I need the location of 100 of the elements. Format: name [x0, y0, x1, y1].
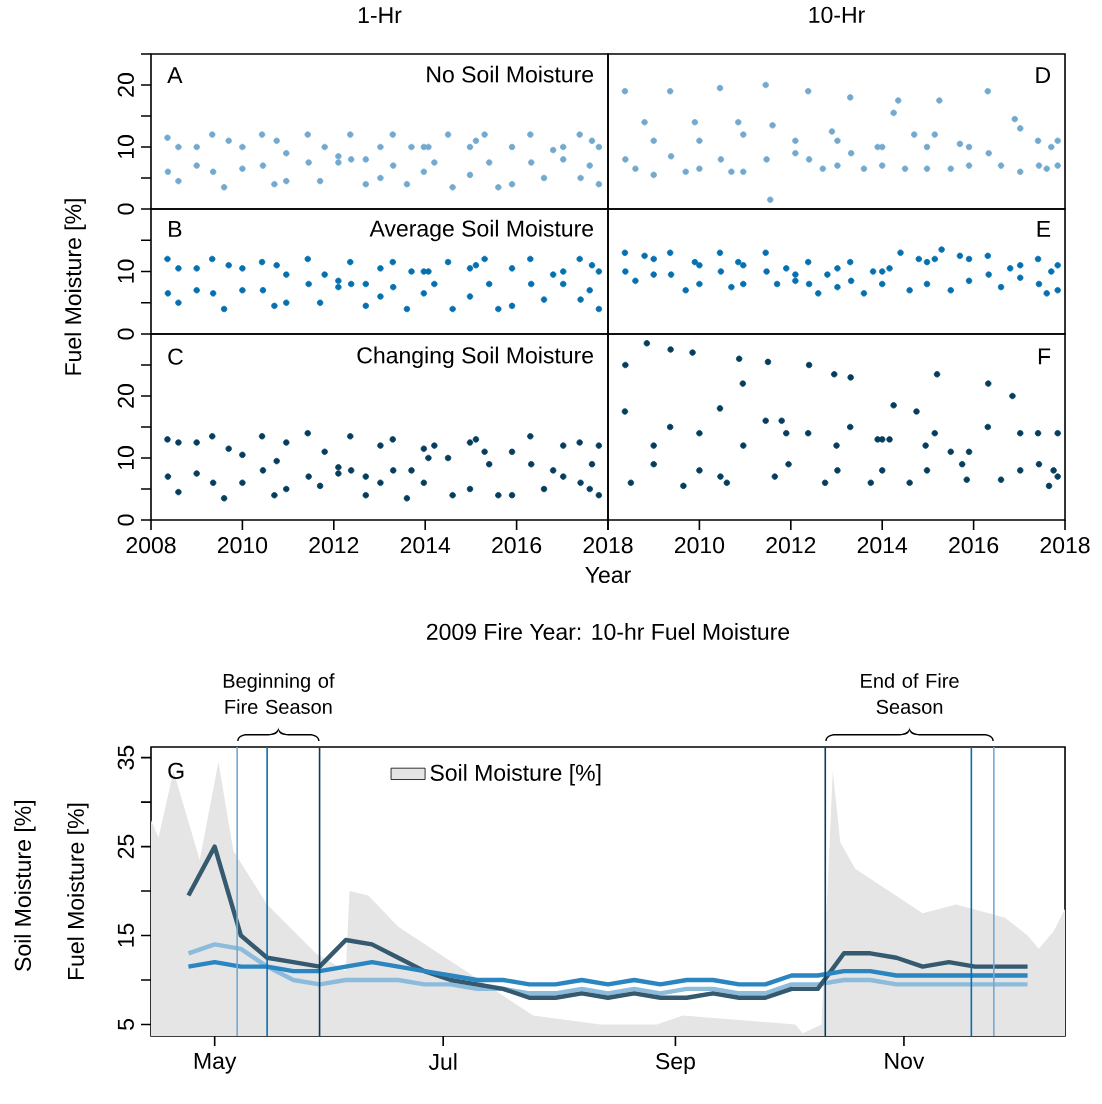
y-axis-title: Fuel Moisture [%]: [64, 199, 86, 375]
point: [193, 439, 200, 446]
point: [716, 249, 724, 256]
point: [931, 429, 938, 437]
y-tick-label: 5: [117, 1019, 134, 1030]
point: [682, 287, 689, 294]
point: [947, 165, 954, 172]
point: [472, 262, 480, 269]
point: [815, 290, 822, 297]
point: [377, 442, 384, 449]
point: [408, 467, 415, 474]
point: [408, 143, 415, 151]
point: [420, 290, 428, 297]
y-tick-label: 25: [117, 834, 134, 859]
x-tick-label: 2014: [400, 537, 451, 554]
y-tick-label: 35: [117, 745, 134, 770]
point: [792, 271, 799, 278]
point: [527, 433, 534, 440]
annotation: A: [167, 67, 183, 84]
point: [586, 485, 593, 493]
point: [175, 299, 182, 306]
point: [377, 265, 384, 272]
point: [347, 433, 354, 440]
point: [175, 439, 182, 446]
point: [362, 156, 369, 163]
point: [805, 280, 813, 288]
point: [164, 436, 171, 443]
x-tick-label: 2018: [583, 537, 633, 554]
point: [923, 165, 931, 172]
point: [321, 143, 328, 151]
point: [273, 457, 280, 465]
point: [922, 442, 929, 449]
point: [627, 479, 635, 486]
point: [1009, 392, 1016, 400]
point: [913, 408, 920, 415]
point: [259, 162, 267, 169]
x-tick-label: 2018: [1040, 537, 1090, 554]
point: [650, 255, 657, 263]
point: [667, 346, 674, 353]
point: [425, 143, 432, 151]
point: [1017, 467, 1024, 474]
point: [576, 131, 583, 138]
point: [540, 296, 548, 303]
point: [335, 277, 342, 285]
point: [728, 168, 735, 175]
point: [1035, 162, 1043, 169]
point: [997, 162, 1005, 169]
point: [528, 280, 535, 288]
point: [650, 171, 657, 179]
point: [632, 165, 639, 172]
point: [771, 473, 779, 480]
point: [1054, 429, 1061, 437]
point: [650, 271, 657, 278]
point: [1048, 143, 1055, 151]
point: [431, 280, 438, 288]
point: [879, 436, 886, 443]
point: [1017, 168, 1024, 175]
point: [778, 417, 785, 424]
point: [879, 280, 886, 288]
point: [508, 448, 516, 455]
point: [549, 271, 557, 278]
point: [466, 293, 474, 300]
point: [792, 277, 799, 285]
point: [680, 482, 687, 490]
point: [193, 162, 200, 169]
point: [897, 249, 904, 256]
point: [723, 479, 731, 486]
point: [965, 162, 973, 169]
point: [735, 118, 742, 126]
point: [804, 258, 812, 266]
point: [762, 417, 769, 424]
x-tick-label: May: [194, 1053, 237, 1074]
point: [867, 479, 874, 486]
point: [472, 436, 480, 443]
point: [528, 159, 535, 166]
point: [764, 358, 772, 366]
point: [377, 174, 384, 182]
point: [389, 258, 396, 266]
point: [869, 268, 877, 275]
x-tick-label: 2010: [674, 537, 725, 554]
y-tick-label: 0: [117, 514, 134, 526]
point: [283, 177, 290, 185]
point: [549, 146, 557, 154]
point: [209, 433, 216, 440]
point: [595, 442, 603, 449]
point: [175, 177, 182, 185]
point: [209, 255, 216, 263]
point: [804, 87, 812, 95]
point: [834, 162, 841, 169]
point: [193, 470, 200, 477]
x-tick-label: 2012: [766, 537, 816, 554]
x-axis-title: Year: [585, 567, 631, 584]
point: [540, 174, 548, 182]
point: [390, 283, 397, 291]
point: [1054, 287, 1061, 294]
point: [239, 143, 246, 151]
point: [696, 429, 703, 437]
point: [828, 128, 836, 135]
point: [347, 467, 355, 474]
point: [667, 153, 675, 160]
